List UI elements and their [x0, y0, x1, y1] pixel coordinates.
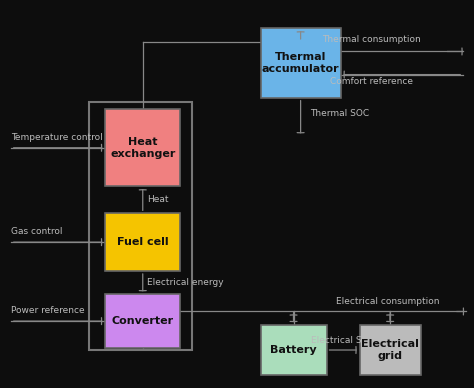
Text: Heat: Heat	[147, 195, 169, 204]
Bar	[105, 109, 181, 186]
Text: Power reference: Power reference	[11, 307, 84, 315]
Text: Electrical consumption: Electrical consumption	[336, 297, 439, 306]
Text: Thermal consumption: Thermal consumption	[322, 35, 420, 44]
Text: Converter: Converter	[112, 316, 174, 326]
Text: Heat
exchanger: Heat exchanger	[110, 137, 175, 159]
Text: Electrical energy: Electrical energy	[147, 278, 224, 287]
Bar	[89, 102, 192, 350]
Text: Electrical
grid: Electrical grid	[361, 339, 419, 361]
Bar	[261, 28, 341, 98]
Text: Thermal
accumulator: Thermal accumulator	[262, 52, 339, 74]
Text: Electrical SOC: Electrical SOC	[311, 336, 375, 345]
Text: Comfort reference: Comfort reference	[330, 76, 413, 85]
Bar	[105, 294, 181, 348]
Bar	[261, 325, 327, 375]
Text: Battery: Battery	[270, 345, 317, 355]
Text: Fuel cell: Fuel cell	[117, 237, 169, 247]
Text: Temperature control: Temperature control	[11, 133, 102, 142]
Text: Thermal SOC: Thermal SOC	[310, 109, 369, 118]
Text: Gas control: Gas control	[11, 227, 62, 236]
Bar	[359, 325, 421, 375]
Bar	[105, 213, 181, 271]
